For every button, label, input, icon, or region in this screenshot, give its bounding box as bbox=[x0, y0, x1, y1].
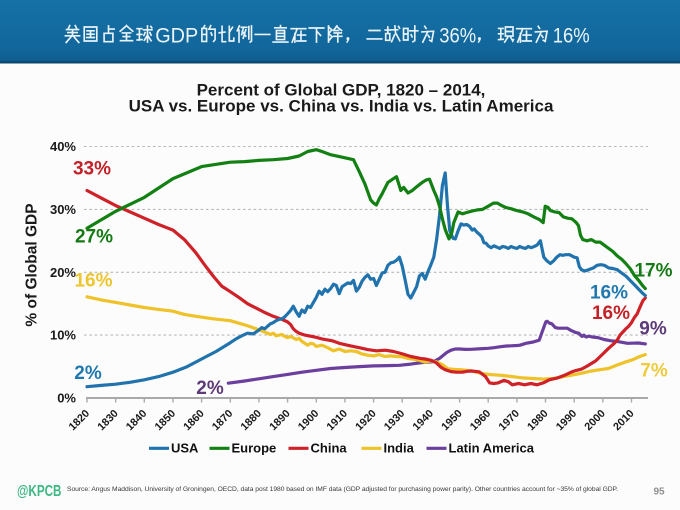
svg-text:1880: 1880 bbox=[239, 408, 264, 433]
svg-text:2010: 2010 bbox=[611, 408, 636, 433]
svg-text:2%: 2% bbox=[74, 363, 102, 384]
svg-text:16%: 16% bbox=[590, 283, 628, 304]
svg-text:1940: 1940 bbox=[411, 408, 436, 433]
svg-text:36%: 36% bbox=[439, 24, 476, 48]
svg-text:17%: 17% bbox=[634, 261, 672, 282]
svg-text:1920: 1920 bbox=[353, 408, 378, 433]
svg-text:0%: 0% bbox=[57, 391, 76, 406]
svg-text:1840: 1840 bbox=[124, 408, 149, 433]
svg-text:1960: 1960 bbox=[468, 408, 493, 433]
svg-text:1980: 1980 bbox=[525, 408, 550, 433]
svg-text:% of Global GDP: % of Global GDP bbox=[24, 203, 41, 326]
svg-text:1890: 1890 bbox=[267, 408, 292, 433]
svg-text:16%: 16% bbox=[592, 303, 630, 324]
svg-text:USA: USA bbox=[171, 441, 199, 456]
svg-text:Latin America: Latin America bbox=[449, 441, 535, 456]
svg-text:2000: 2000 bbox=[582, 408, 607, 433]
svg-text:1900: 1900 bbox=[296, 408, 321, 433]
svg-text:Source: Angus Maddison, Univer: Source: Angus Maddison, University of Gr… bbox=[67, 486, 618, 493]
svg-text:1990: 1990 bbox=[554, 408, 579, 433]
svg-text:1930: 1930 bbox=[382, 408, 407, 433]
svg-text:1970: 1970 bbox=[497, 408, 522, 433]
svg-text:10%: 10% bbox=[50, 328, 76, 343]
svg-text:1870: 1870 bbox=[210, 408, 235, 433]
svg-text:@KPCB: @KPCB bbox=[17, 483, 62, 500]
svg-text:20%: 20% bbox=[50, 265, 76, 280]
svg-text:27%: 27% bbox=[75, 227, 113, 248]
svg-text:India: India bbox=[384, 441, 415, 456]
svg-text:Percent of Global GDP, 1820 –: Percent of Global GDP, 1820 – 2014, bbox=[197, 81, 486, 100]
svg-text:1820: 1820 bbox=[67, 408, 92, 433]
svg-text:7%: 7% bbox=[640, 361, 668, 382]
svg-text:16%: 16% bbox=[553, 24, 590, 48]
svg-text:1950: 1950 bbox=[439, 408, 464, 433]
svg-text:Europe: Europe bbox=[232, 441, 277, 456]
svg-text:2%: 2% bbox=[196, 378, 224, 399]
svg-text:China: China bbox=[311, 441, 348, 456]
svg-text:1830: 1830 bbox=[95, 408, 120, 433]
svg-text:1910: 1910 bbox=[325, 408, 350, 433]
svg-text:16%: 16% bbox=[74, 271, 112, 292]
svg-text:USA vs. Europe vs. China vs. I: USA vs. Europe vs. China vs. India vs. L… bbox=[129, 97, 554, 116]
svg-text:1850: 1850 bbox=[153, 408, 178, 433]
svg-text:1860: 1860 bbox=[181, 408, 206, 433]
svg-text:33%: 33% bbox=[73, 159, 111, 180]
svg-text:GDP: GDP bbox=[155, 24, 198, 48]
svg-text:95: 95 bbox=[653, 487, 665, 498]
svg-text:40%: 40% bbox=[50, 139, 76, 154]
svg-text:30%: 30% bbox=[50, 202, 76, 217]
svg-text:9%: 9% bbox=[639, 319, 667, 340]
